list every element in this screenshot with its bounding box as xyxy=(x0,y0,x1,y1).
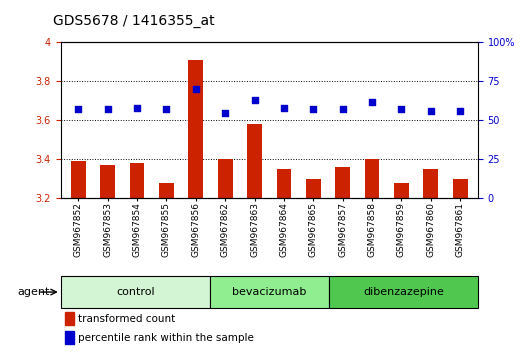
Bar xyxy=(61,276,210,308)
Point xyxy=(221,110,230,115)
Point xyxy=(192,86,200,92)
Bar xyxy=(65,331,74,344)
Bar xyxy=(423,169,438,198)
Point xyxy=(162,107,171,112)
Bar xyxy=(71,161,86,198)
Bar xyxy=(247,124,262,198)
Bar xyxy=(100,165,115,198)
Text: GDS5678 / 1416355_at: GDS5678 / 1416355_at xyxy=(53,14,214,28)
Bar xyxy=(188,60,203,198)
Text: bevacizumab: bevacizumab xyxy=(232,287,306,297)
Text: percentile rank within the sample: percentile rank within the sample xyxy=(78,333,254,343)
Point xyxy=(74,107,82,112)
Point xyxy=(250,97,259,103)
Point xyxy=(427,108,435,114)
Bar xyxy=(394,183,409,198)
Bar xyxy=(65,312,74,325)
Bar xyxy=(218,159,232,198)
Text: agent: agent xyxy=(18,287,50,297)
Point xyxy=(103,107,112,112)
Text: control: control xyxy=(116,287,155,297)
Bar xyxy=(306,179,320,198)
Point xyxy=(368,99,376,104)
Bar xyxy=(335,167,350,198)
Text: dibenzazepine: dibenzazepine xyxy=(363,287,444,297)
Bar xyxy=(277,169,291,198)
Bar xyxy=(210,276,329,308)
Bar xyxy=(130,163,145,198)
Point xyxy=(133,105,142,111)
Point xyxy=(280,105,288,111)
Point xyxy=(456,108,465,114)
Bar xyxy=(365,159,380,198)
Point xyxy=(397,107,406,112)
Bar xyxy=(329,276,478,308)
Point xyxy=(338,107,347,112)
Bar xyxy=(159,183,174,198)
Text: transformed count: transformed count xyxy=(78,314,175,324)
Bar xyxy=(453,179,468,198)
Point xyxy=(309,107,317,112)
